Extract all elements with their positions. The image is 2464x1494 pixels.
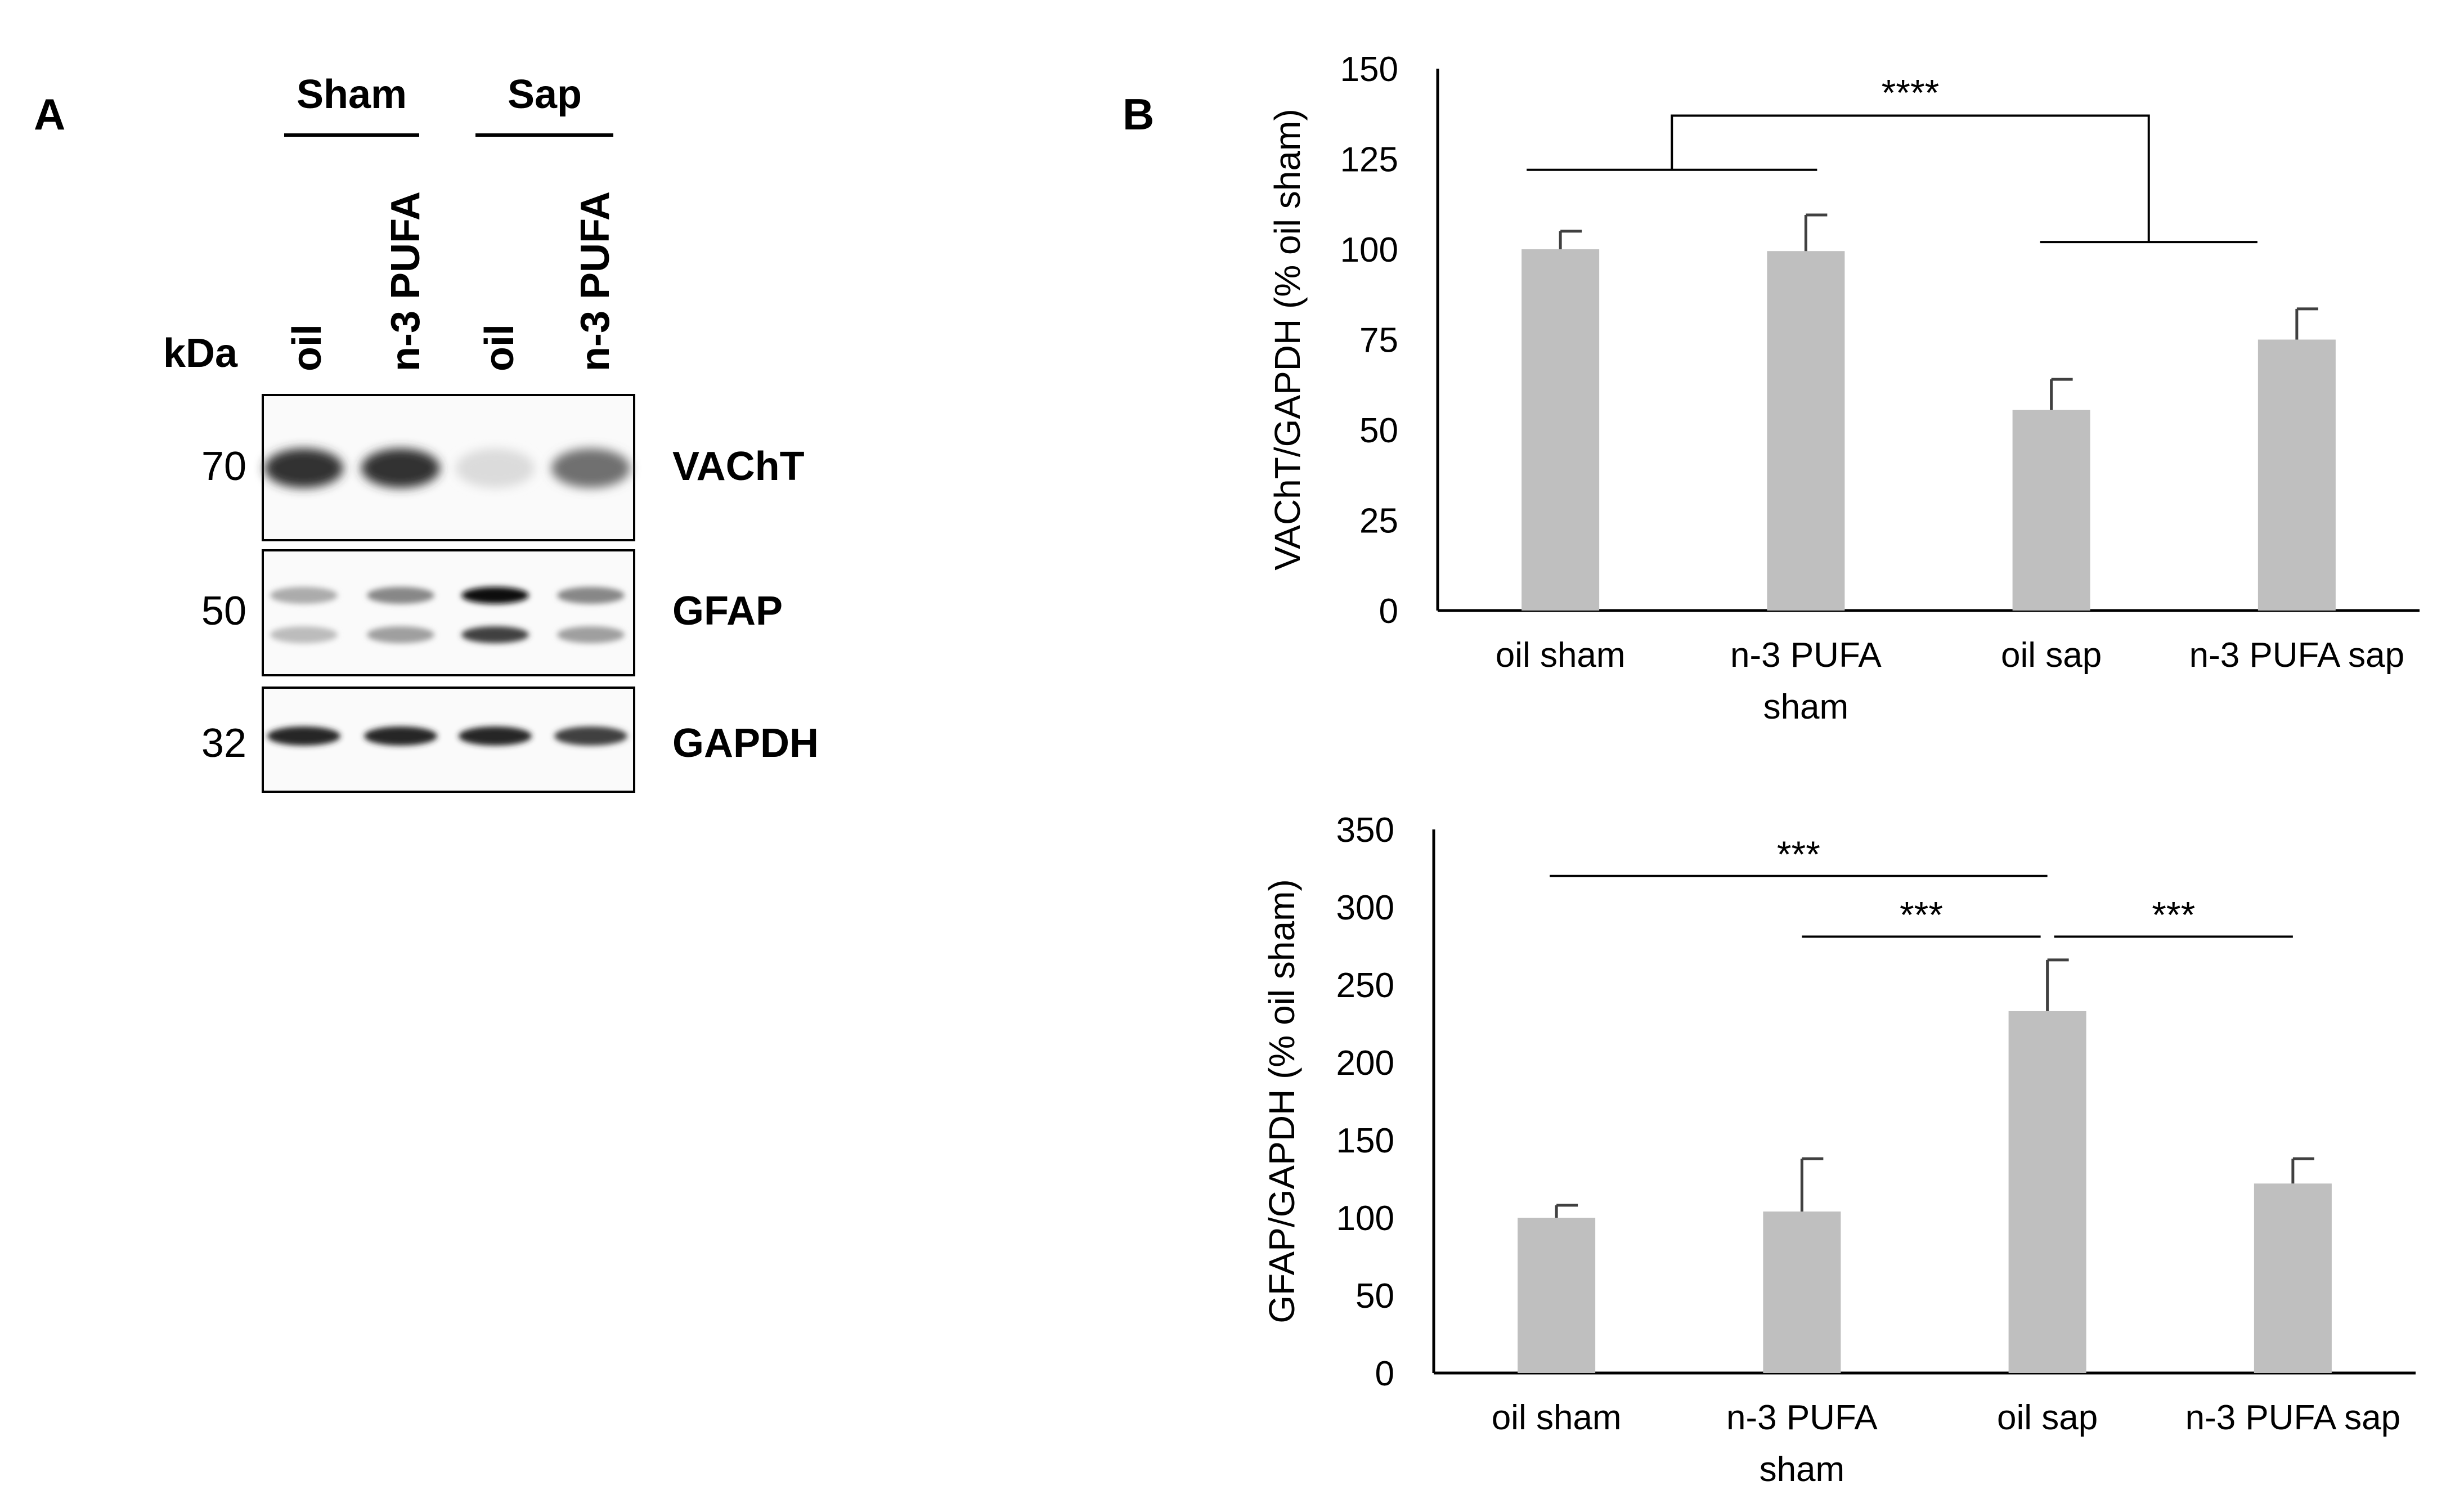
y-tick-label: 300	[1336, 889, 1394, 927]
blot-gfap-kda: 50	[201, 589, 246, 634]
y-tick-label: 150	[1336, 1121, 1394, 1160]
blot-gfap-protein: GFAP	[672, 589, 783, 634]
y-tick-label: 100	[1340, 231, 1398, 270]
panel-b: B 0 25 50 75 100 125 150 VAChT/GAPDH (% oil sha…	[1123, 50, 2420, 1489]
band-lane-1-1	[270, 587, 338, 604]
blot-gfap-frame	[262, 549, 635, 676]
y-tick-label: 75	[1359, 321, 1398, 360]
chart-vacht: 0 25 50 75 100 125 150 VAChT/GAPDH (% oil sham)…	[1267, 50, 2420, 726]
x-tick-label: n-3 PUFA sap	[2185, 1398, 2401, 1437]
x-tick-label: sham	[1760, 1450, 1845, 1489]
x-tick-label: sham	[1763, 688, 1849, 726]
significance-label: ***	[2152, 894, 2195, 935]
x-tick-label: n-3 PUFA	[1730, 636, 1882, 675]
band-lane-2	[361, 448, 440, 488]
significance-label: ****	[1882, 71, 1940, 113]
panel-a-label: A	[34, 89, 65, 139]
band-lane-1	[267, 726, 340, 746]
bar	[2012, 410, 2090, 611]
band-lane-3	[459, 726, 532, 746]
band-lane-1-2	[270, 626, 338, 643]
band-lane-1	[264, 448, 343, 488]
y-tick-label: 50	[1356, 1277, 1394, 1316]
band-lane-3-1	[461, 587, 529, 604]
bar	[1763, 1211, 1841, 1373]
lane-label-1: oil	[285, 324, 330, 371]
bar	[1518, 1218, 1596, 1373]
y-tick-label: 350	[1336, 811, 1394, 850]
blot-vacht-bands	[264, 448, 630, 488]
kda-label: kDa	[163, 331, 238, 376]
y-tick-label: 0	[1379, 592, 1398, 631]
band-lane-4	[554, 726, 627, 746]
y-tick-label: 25	[1359, 502, 1398, 541]
y-axis-label: GFAP/GAPDH (% oil sham)	[1262, 879, 1302, 1323]
blot-vacht-protein: VAChT	[672, 444, 805, 489]
lane-label-4: n-3 PUFA	[573, 191, 618, 371]
blot-gapdh: 32 GAPDH	[201, 687, 819, 793]
lane-label-3: oil	[477, 324, 522, 371]
blot-vacht-kda: 70	[201, 444, 246, 489]
significance-label: ***	[1777, 833, 1820, 875]
band-lane-4-2	[557, 626, 625, 643]
bar	[2257, 339, 2336, 611]
y-tick-label: 0	[1375, 1354, 1394, 1393]
band-lane-2	[364, 726, 437, 746]
blot-gapdh-bands	[267, 726, 627, 746]
group-label-sap: Sap	[508, 72, 582, 117]
x-tick-label: oil sap	[1997, 1398, 2098, 1437]
band-lane-2-2	[367, 626, 434, 643]
band-lane-3	[456, 448, 535, 488]
significance-label: ***	[1900, 894, 1943, 935]
blot-vacht: 70 VAChT	[201, 394, 805, 541]
lane-label-2: n-3 PUFA	[383, 191, 428, 371]
y-tick-label: 250	[1336, 966, 1394, 1005]
x-tick-label: n-3 PUFA	[1726, 1398, 1878, 1437]
bar	[1522, 249, 1600, 611]
band-lane-2-1	[367, 587, 434, 604]
bar	[2254, 1183, 2332, 1373]
group-label-sham: Sham	[297, 72, 407, 117]
x-tick-label: oil sham	[1492, 1398, 1622, 1437]
blot-gapdh-kda: 32	[201, 721, 246, 766]
y-tick-label: 50	[1359, 411, 1398, 450]
y-tick-label: 100	[1336, 1199, 1394, 1238]
panel-a: A Sham Sap oil n-3 PUFA oil n-3 PUFA kDa…	[34, 72, 819, 793]
blot-gfap-bands	[270, 587, 625, 643]
y-tick-label: 150	[1340, 50, 1398, 89]
band-lane-4-1	[557, 587, 625, 604]
panel-b-label: B	[1123, 89, 1154, 139]
x-tick-label: n-3 PUFA sap	[2189, 636, 2405, 675]
y-axis-label: VAChT/GAPDH (% oil sham)	[1267, 109, 1308, 570]
band-lane-3-2	[461, 626, 529, 643]
x-tick-label: oil sham	[1496, 636, 1626, 675]
bracket-connector	[1671, 114, 2150, 243]
x-tick-label: oil sap	[2001, 636, 2102, 675]
blot-gfap: 50 GFAP	[201, 549, 783, 676]
blot-gapdh-protein: GAPDH	[672, 721, 819, 766]
band-lane-4	[551, 448, 630, 488]
chart-gfap: 0 50 100 150 200 250 300 350 GFAP/GAPDH (% oil s…	[1262, 811, 2416, 1489]
y-tick-label: 125	[1340, 141, 1398, 180]
bar	[2008, 1011, 2086, 1373]
y-tick-label: 200	[1336, 1044, 1394, 1083]
bar	[1767, 251, 1845, 611]
